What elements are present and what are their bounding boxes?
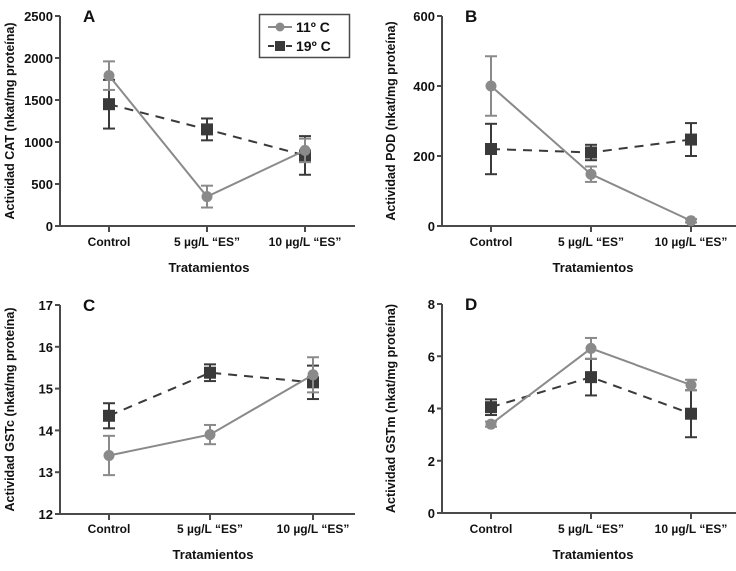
panel-b: 0 200 400 600 Control 5 µg/L “ES” 10 µg/L “ES”… — [384, 7, 736, 275]
data-point-circle — [201, 191, 213, 203]
series-19c — [485, 122, 697, 176]
panel-letter: D — [465, 295, 477, 314]
data-point-square — [103, 409, 115, 422]
panel-letter: B — [465, 7, 477, 26]
legend: 11º C 19º C — [258, 13, 351, 59]
series-11c — [103, 356, 319, 477]
data-point-square — [585, 146, 597, 159]
x-category-label: 5 µg/L “ES” — [558, 522, 624, 536]
y-tick-label: 17 — [39, 298, 53, 313]
x-category-label: 5 µg/L “ES” — [558, 235, 624, 249]
x-axis-label: Tratamientos — [173, 547, 254, 562]
data-point-circle — [685, 379, 697, 391]
data-point-circle — [307, 369, 319, 381]
y-tick-label: 4 — [428, 402, 436, 417]
y-tick-label: 12 — [39, 507, 53, 522]
y-tick-label: 0 — [46, 219, 53, 234]
data-point-circle — [585, 342, 597, 354]
series-11c — [485, 55, 697, 227]
panel-d: 0 2 4 6 8 Control 5 µg/L “ES” 10 µg/L “ES” Trata… — [384, 295, 736, 562]
series-19c — [103, 363, 319, 430]
y-tick-label: 16 — [39, 340, 53, 355]
y-tick-label: 400 — [413, 79, 435, 94]
data-point-square — [201, 123, 213, 136]
x-category-label: Control — [88, 235, 131, 249]
x-category-label: 10 µg/L “ES” — [655, 522, 728, 536]
y-tick-label: 14 — [39, 423, 54, 438]
y-tick-label: 8 — [428, 297, 435, 312]
legend-label: 19º C — [296, 38, 331, 54]
panel-letter: A — [83, 7, 95, 26]
y-tick-label: 200 — [413, 149, 435, 164]
y-tick-label: 1000 — [24, 135, 53, 150]
data-point-circle — [485, 418, 497, 430]
data-point-circle — [685, 215, 697, 227]
y-axis-label: Actividad GSTc (nkat/mg proteína) — [3, 308, 17, 512]
y-axis-label: Actividad GSTm (nkat/mg proteína) — [384, 304, 398, 513]
y-tick-label: 500 — [31, 177, 53, 192]
legend-circle-icon — [275, 22, 285, 32]
x-category-label: Control — [470, 235, 513, 249]
x-category-label: 10 µg/L “ES” — [269, 235, 342, 249]
y-tick-label: 0 — [428, 506, 435, 521]
data-point-square — [204, 366, 216, 379]
panel-c: 12 13 14 15 16 17 Control 5 µg/L “ES” 10 µg/L “E… — [3, 296, 355, 562]
series-19c — [485, 357, 697, 439]
x-category-label: 5 µg/L “ES” — [174, 235, 240, 249]
y-tick-label: 2500 — [24, 9, 53, 24]
data-point-circle — [299, 144, 311, 156]
x-category-label: 10 µg/L “ES” — [277, 522, 350, 536]
series-19c — [103, 78, 311, 176]
legend-box — [258, 13, 351, 59]
y-tick-label: 2000 — [24, 51, 53, 66]
data-point-circle — [103, 449, 115, 461]
legend-label: 11º C — [296, 19, 330, 35]
y-tick-label: 600 — [413, 9, 435, 24]
y-tick-label: 0 — [428, 219, 435, 234]
x-category-label: 10 µg/L “ES” — [655, 235, 728, 249]
data-point-square — [685, 407, 697, 420]
panel-letter: C — [83, 296, 95, 315]
x-axis-label: Tratamientos — [553, 260, 634, 275]
x-category-label: Control — [470, 522, 513, 536]
y-tick-label: 15 — [39, 382, 53, 397]
y-tick-label: 1500 — [24, 93, 53, 108]
data-point-circle — [204, 429, 216, 441]
series-11c — [485, 336, 697, 430]
series-line — [108, 371, 314, 417]
y-tick-label: 6 — [428, 349, 435, 364]
series-11c — [103, 60, 311, 209]
data-point-square — [585, 371, 597, 384]
legend-square-icon — [275, 41, 285, 51]
data-point-circle — [585, 168, 597, 180]
y-tick-label: 13 — [39, 465, 53, 480]
y-axis-label: Actividad POD (nkat/mg proteína) — [384, 21, 398, 220]
y-tick-label: 2 — [428, 454, 435, 469]
x-category-label: Control — [88, 522, 131, 536]
x-axis-label: Tratamientos — [553, 547, 634, 562]
y-axis-label: Actividad CAT (nkat/mg proteína) — [3, 22, 17, 219]
data-point-square — [685, 133, 697, 146]
x-axis-label: Tratamientos — [169, 260, 250, 275]
panel-a: 0 500 1000 1500 2000 2500 Control 5 µg/L “ES” 10… — [3, 7, 355, 275]
data-point-square — [485, 143, 497, 155]
x-category-label: 5 µg/L “ES” — [177, 522, 243, 536]
data-point-square — [485, 401, 497, 414]
data-point-circle — [103, 70, 115, 82]
data-point-square — [103, 98, 115, 111]
data-point-circle — [485, 80, 497, 92]
